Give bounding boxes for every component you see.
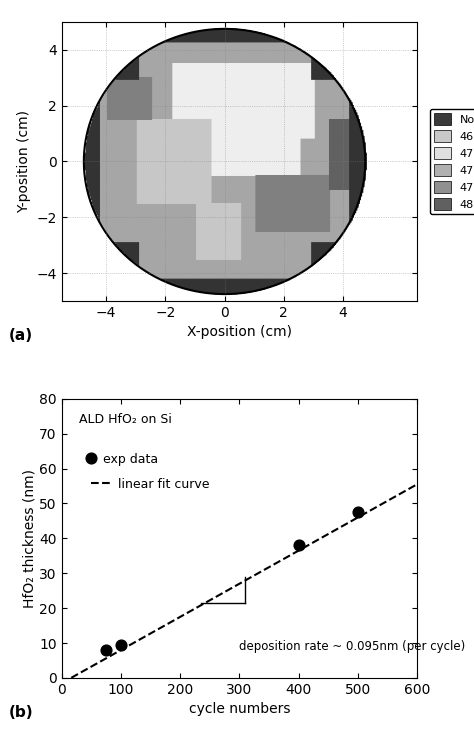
Point [87, 452, 95, 464]
exp data [354, 507, 362, 518]
X-axis label: cycle numbers: cycle numbers [189, 702, 290, 717]
Y-axis label: Y-position (cm): Y-position (cm) [17, 110, 31, 213]
Text: linear fit curve: linear fit curve [118, 477, 210, 491]
Text: deposition rate ~ 0.095nm (per cycle): deposition rate ~ 0.095nm (per cycle) [239, 640, 465, 653]
Legend: None, 46.8nm, 47.1nm, 47.4nm, 47.7nm, 48.0nm: None, 46.8nm, 47.1nm, 47.4nm, 47.7nm, 48… [430, 109, 474, 214]
Y-axis label: HfO₂ thickness (nm): HfO₂ thickness (nm) [22, 469, 36, 608]
Text: ALD HfO₂ on Si: ALD HfO₂ on Si [80, 413, 172, 426]
X-axis label: X-position (cm): X-position (cm) [187, 325, 292, 340]
Text: (a): (a) [9, 328, 32, 343]
exp data [117, 639, 125, 651]
Text: exp data: exp data [103, 453, 158, 467]
Text: (b): (b) [9, 705, 33, 720]
exp data [102, 644, 110, 656]
exp data [295, 539, 302, 551]
